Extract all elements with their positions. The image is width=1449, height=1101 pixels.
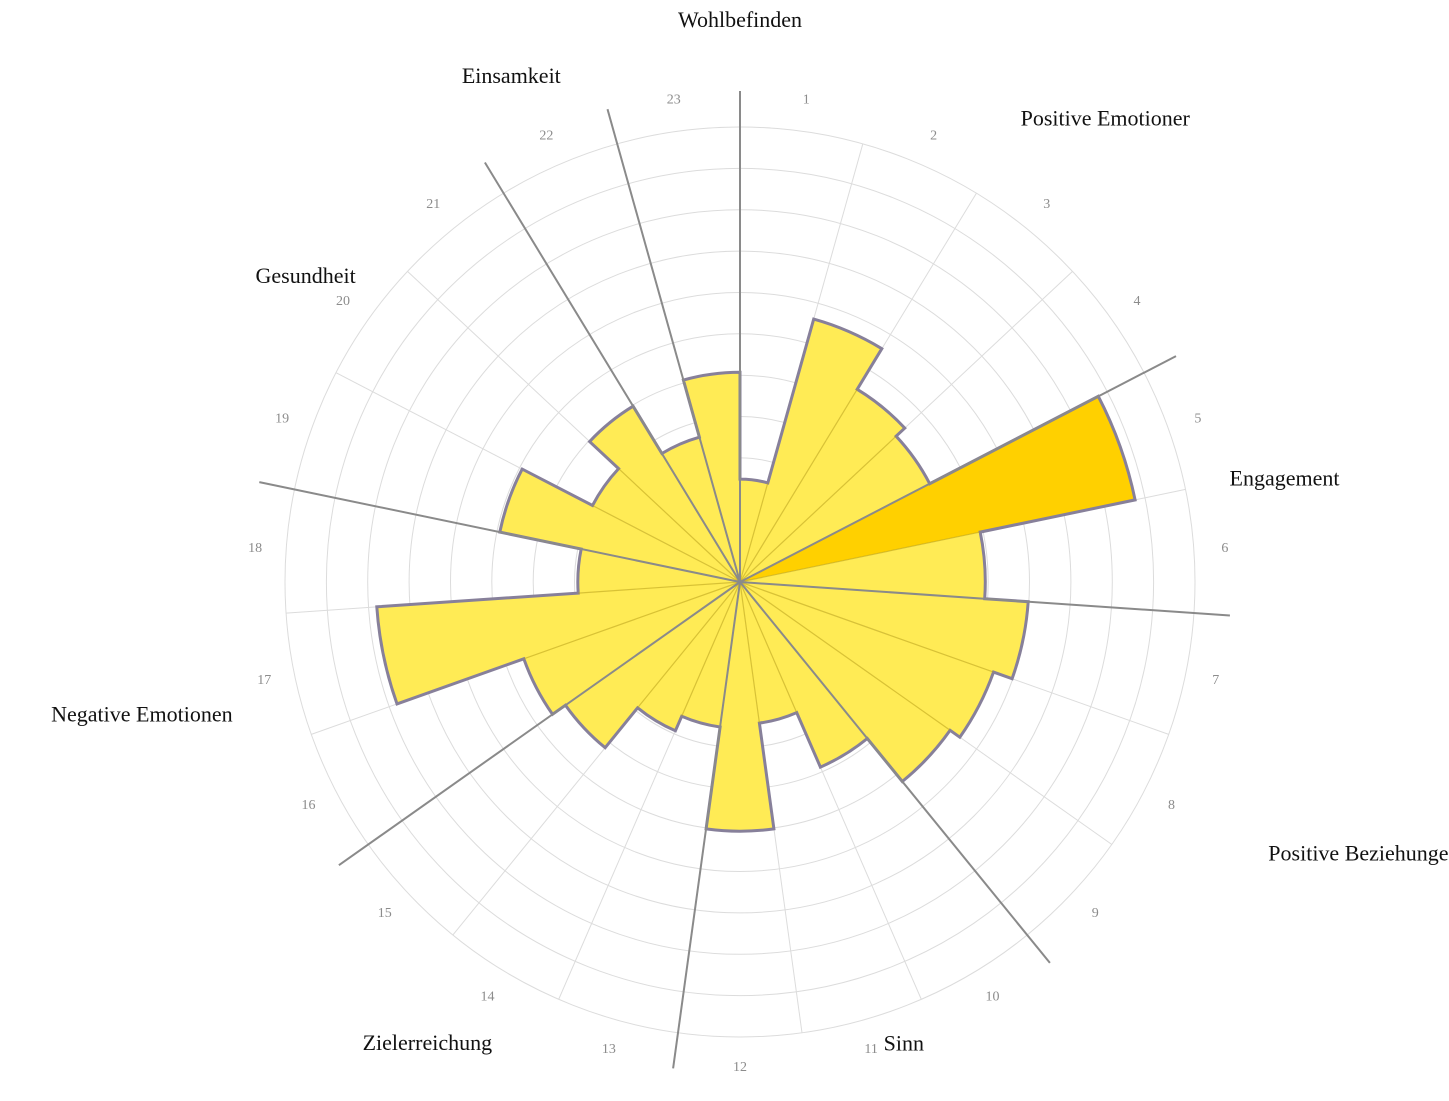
category-label: Engagement bbox=[1230, 465, 1340, 490]
sector-line bbox=[259, 481, 741, 583]
bar-15 bbox=[565, 582, 740, 748]
bar-14 bbox=[637, 582, 740, 731]
category-label: Sinn bbox=[884, 1030, 924, 1055]
bar-16 bbox=[523, 582, 740, 715]
bar-13 bbox=[681, 582, 740, 727]
tick-label: 9 bbox=[1092, 906, 1099, 921]
inner-spoke bbox=[739, 581, 994, 673]
category-label: Wohlbefinden bbox=[678, 7, 802, 32]
tick-label: 21 bbox=[426, 197, 440, 212]
bar-21 bbox=[589, 406, 740, 582]
tick-label: 7 bbox=[1212, 673, 1219, 688]
sector-line bbox=[739, 581, 1051, 964]
bar-17 bbox=[376, 582, 740, 704]
category-label: Negative Emotionen bbox=[51, 702, 232, 727]
category-label: Positive Beziehungen bbox=[1268, 841, 1449, 866]
sector-line bbox=[338, 581, 741, 867]
tick-label: 11 bbox=[864, 1042, 877, 1057]
sector-line bbox=[672, 581, 741, 1069]
bar-7 bbox=[740, 582, 1029, 679]
inner-spoke bbox=[523, 581, 741, 660]
bar-3 bbox=[740, 389, 905, 582]
sector-line bbox=[739, 581, 1230, 617]
category-label: Einsamkeit bbox=[462, 63, 561, 88]
inner-spoke bbox=[592, 504, 741, 583]
inner-spoke bbox=[739, 581, 798, 713]
sector-line bbox=[606, 108, 741, 583]
bar-10 bbox=[740, 582, 868, 768]
category-label: Positive Emotioner bbox=[1021, 106, 1191, 131]
bars bbox=[375, 317, 1137, 833]
bar-12 bbox=[706, 582, 774, 832]
bar-2 bbox=[740, 319, 882, 582]
tick-label: 17 bbox=[257, 673, 271, 688]
tick-label: 4 bbox=[1134, 294, 1141, 309]
category-label: Gesundheit bbox=[255, 263, 355, 288]
inner-spoke bbox=[618, 468, 741, 583]
inner-spoke bbox=[739, 482, 769, 583]
tick-label: 3 bbox=[1043, 197, 1050, 212]
bar-4 bbox=[740, 436, 930, 582]
tick-label: 12 bbox=[733, 1060, 747, 1075]
tick-label: 14 bbox=[481, 989, 495, 1004]
tick-label: 13 bbox=[602, 1042, 616, 1057]
tick-label: 6 bbox=[1221, 541, 1228, 556]
category-label: Zielerreichung bbox=[363, 1030, 493, 1055]
tick-label: 5 bbox=[1194, 411, 1201, 426]
sector-line bbox=[484, 161, 741, 583]
tick-label: 10 bbox=[986, 989, 1000, 1004]
inner-spoke bbox=[739, 531, 981, 583]
bar-5 bbox=[740, 396, 1136, 582]
tick-label: 20 bbox=[336, 294, 350, 309]
tick-label: 1 bbox=[803, 93, 810, 108]
sector-lines bbox=[259, 91, 1230, 1069]
sector-line bbox=[739, 355, 1177, 583]
inner-spoke bbox=[637, 581, 741, 709]
bar-6 bbox=[740, 532, 986, 599]
tick-label: 23 bbox=[667, 93, 681, 108]
bar-22 bbox=[661, 437, 740, 582]
bar-11 bbox=[740, 582, 797, 724]
inner-spoke bbox=[739, 388, 858, 583]
inner-spoke bbox=[681, 581, 741, 717]
tick-label: 19 bbox=[275, 411, 289, 426]
inner-spoke bbox=[739, 581, 951, 731]
tick-label: 18 bbox=[248, 541, 262, 556]
tick-label: 16 bbox=[302, 798, 316, 813]
bar-19 bbox=[499, 469, 740, 582]
bar-20 bbox=[592, 468, 740, 582]
tick-label: 8 bbox=[1168, 798, 1175, 813]
bar-9 bbox=[740, 582, 951, 782]
tick-label: 2 bbox=[930, 128, 937, 143]
tick-label: 22 bbox=[539, 128, 553, 143]
tick-label: 15 bbox=[378, 906, 392, 921]
category-labels: Wohlbefinden Positive Emotioner Engagement… bbox=[51, 7, 1449, 1055]
inner-spoke bbox=[739, 581, 760, 724]
bar-8 bbox=[740, 582, 994, 738]
bar-18 bbox=[577, 549, 740, 594]
inner-spoke bbox=[739, 435, 897, 583]
inner-spoke bbox=[578, 581, 741, 594]
